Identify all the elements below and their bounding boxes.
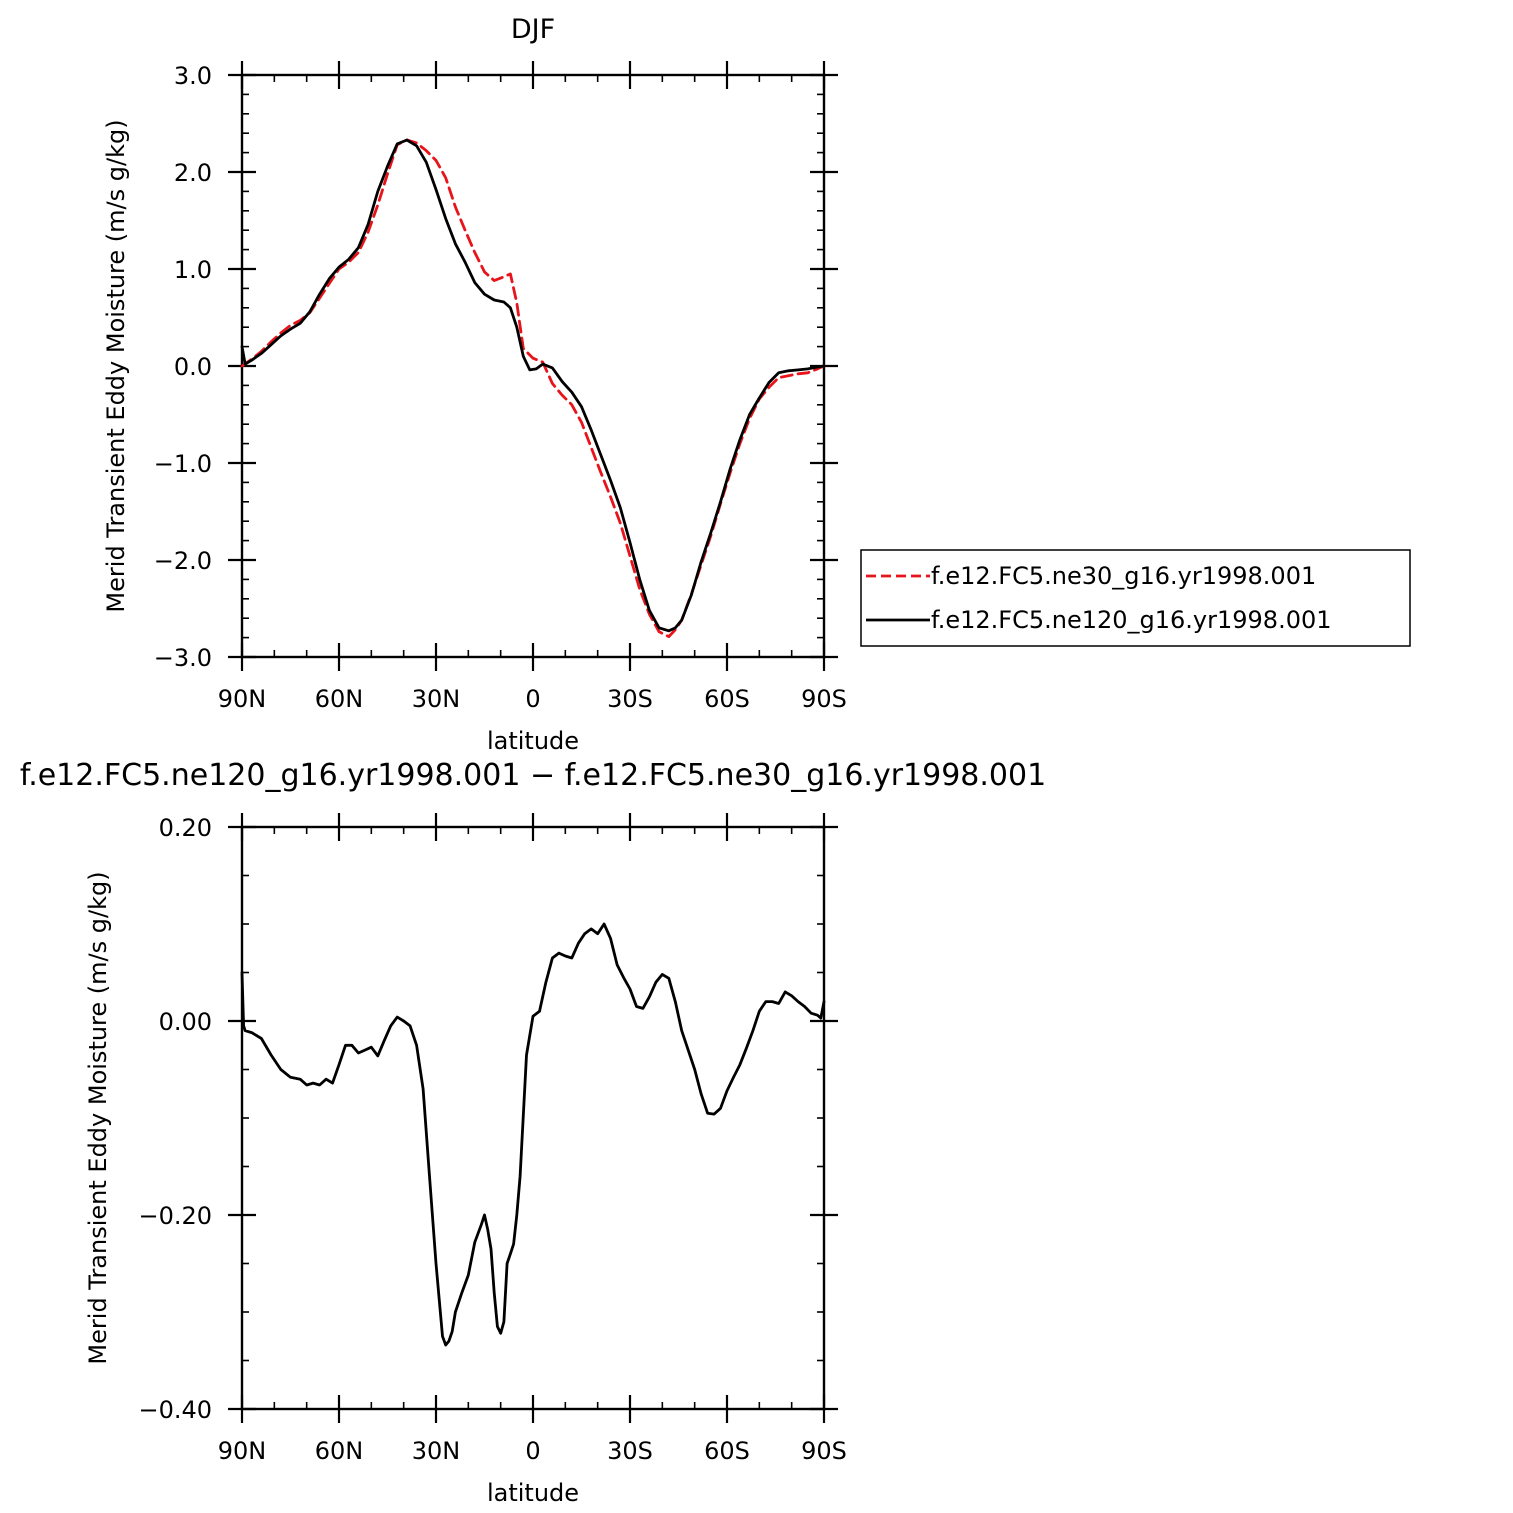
top-y-ticks: 3.0 2.0 1.0 0.0 −1.0 −2.0 −3.0 <box>154 62 838 672</box>
bottom-x-tick-label: 90S <box>801 1437 847 1465</box>
bottom-y-tick-label: −0.40 <box>138 1396 212 1424</box>
top-x-tick-label: 0 <box>525 685 540 713</box>
top-x-tick-label: 60N <box>315 685 364 713</box>
top-x-tick-label: 30N <box>412 685 461 713</box>
legend-label-ne120: f.e12.FC5.ne120_g16.yr1998.001 <box>931 606 1332 634</box>
bottom-y-ticks: 0.20 0.00 −0.20 −0.40 <box>138 814 838 1424</box>
bottom-y-tick-label: 0.20 <box>159 814 212 842</box>
top-plot-frame <box>240 73 826 659</box>
top-title: DJF <box>511 14 555 45</box>
bottom-x-tick-label: 30N <box>412 1437 461 1465</box>
top-y-tick-label: 0.0 <box>174 353 212 381</box>
top-y-tick-label: 1.0 <box>174 256 212 284</box>
bottom-plot-frame <box>240 825 826 1411</box>
bottom-series-line-0 <box>240 922 826 1347</box>
bottom-series-group <box>240 922 826 1347</box>
bottom-x-tick-label: 90N <box>218 1437 267 1465</box>
bottom-x-tick-label: 30S <box>607 1437 653 1465</box>
bottom-x-tick-label: 60N <box>315 1437 364 1465</box>
top-x-tick-label: 90S <box>801 685 847 713</box>
bottom-x-ticks: 90N 60N 30N 0 30S 60S 90S <box>218 813 847 1465</box>
bottom-x-tick-label: 0 <box>525 1437 540 1465</box>
top-series-line-0 <box>240 138 826 638</box>
top-x-ticks: 90N 60N 30N 0 30S 60S 90S <box>218 61 847 713</box>
top-x-axis-label: latitude <box>487 727 579 755</box>
bottom-y-axis-label: Merid Transient Eddy Moisture (m/s g/kg) <box>84 871 112 1364</box>
top-y-tick-label: −2.0 <box>154 547 212 575</box>
bottom-title: f.e12.FC5.ne120_g16.yr1998.001 − f.e12.F… <box>20 758 1046 793</box>
legend-label-ne30: f.e12.FC5.ne30_g16.yr1998.001 <box>931 562 1316 590</box>
top-x-tick-label: 30S <box>607 685 653 713</box>
legend-box <box>860 549 1411 647</box>
top-panel: DJF 3.0 2.0 1.0 0.0 −1.0 −2.0 −3.0 90N 60N 30N 0 3… <box>102 14 1411 755</box>
top-y-axis-label: Merid Transient Eddy Moisture (m/s g/kg) <box>102 119 130 612</box>
top-y-tick-label: 2.0 <box>174 159 212 187</box>
bottom-panel: f.e12.FC5.ne120_g16.yr1998.001 − f.e12.F… <box>20 758 1046 1507</box>
top-x-tick-label: 60S <box>704 685 750 713</box>
top-series-group <box>240 138 826 638</box>
top-y-tick-label: −1.0 <box>154 450 212 478</box>
legend: f.e12.FC5.ne30_g16.yr1998.001 f.e12.FC5.… <box>860 549 1411 647</box>
top-y-tick-label: 3.0 <box>174 62 212 90</box>
bottom-x-axis-label: latitude <box>487 1479 579 1507</box>
bottom-y-tick-label: 0.00 <box>159 1008 212 1036</box>
top-x-tick-label: 90N <box>218 685 267 713</box>
bottom-y-tick-label: −0.20 <box>138 1202 212 1230</box>
top-y-tick-label: −3.0 <box>154 644 212 672</box>
bottom-x-tick-label: 60S <box>704 1437 750 1465</box>
top-series-line-1 <box>240 138 826 633</box>
